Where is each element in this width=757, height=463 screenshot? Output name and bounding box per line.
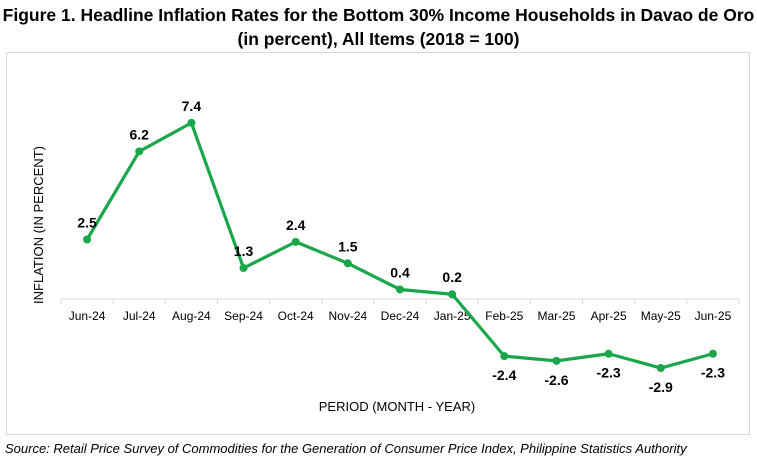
x-tick-label: May-25 xyxy=(641,309,681,323)
data-label: 2.4 xyxy=(286,217,306,233)
data-point xyxy=(552,356,561,365)
data-label: 1.3 xyxy=(234,243,254,259)
source-note: Source: Retail Price Survey of Commoditi… xyxy=(5,441,687,456)
data-label: -2.4 xyxy=(492,367,516,383)
data-label: 7.4 xyxy=(182,98,202,114)
x-tick-label: Jan-25 xyxy=(434,309,471,323)
x-tick-label: Apr-25 xyxy=(591,309,627,323)
data-label: 0.2 xyxy=(442,269,462,285)
data-point xyxy=(708,349,717,358)
data-point xyxy=(291,237,300,246)
data-point xyxy=(187,118,196,127)
data-label: 6.2 xyxy=(129,126,149,142)
data-point xyxy=(604,349,613,358)
data-label: -2.9 xyxy=(649,379,673,395)
data-point xyxy=(83,235,92,244)
data-label: -2.6 xyxy=(544,372,568,388)
data-label: -2.3 xyxy=(597,365,621,381)
data-point xyxy=(135,147,144,156)
x-tick-label: Jun-25 xyxy=(695,309,732,323)
y-axis-label: INFLATION (IN PERCENT) xyxy=(31,146,46,304)
chart-title: Figure 1. Headline Inflation Rates for t… xyxy=(2,5,755,49)
data-labels: 2.5 6.2 7.4 1.3 2.4 1.5 0.4 0.2 -2.4 -2.6 -2.3 -2.9… xyxy=(77,98,725,395)
line-chart: Jun-24 Jul-24 Aug-24 Sep-24 Oct-24 Nov-24 Dec-… xyxy=(31,98,740,414)
x-tick-label: Aug-24 xyxy=(172,309,211,323)
series-polyline xyxy=(85,121,715,370)
x-tick-label: Nov-24 xyxy=(329,309,368,323)
series-line xyxy=(85,121,715,370)
data-point xyxy=(343,259,352,268)
data-point xyxy=(448,290,457,299)
data-label: -2.3 xyxy=(701,365,725,381)
data-label: 0.4 xyxy=(390,264,410,280)
x-tick-label: Jul-24 xyxy=(123,309,156,323)
x-axis xyxy=(60,298,740,304)
series-points xyxy=(83,118,717,373)
x-axis-label: PERIOD (MONTH - YEAR) xyxy=(319,399,476,414)
data-point xyxy=(500,352,509,361)
x-tick-label: Oct-24 xyxy=(278,309,314,323)
x-tick-label: Sep-24 xyxy=(224,309,263,323)
x-tick-label: Feb-25 xyxy=(485,309,523,323)
x-tick-label: Dec-24 xyxy=(381,309,420,323)
data-label: 2.5 xyxy=(77,215,97,231)
x-tick-labels: Jun-24 Jul-24 Aug-24 Sep-24 Oct-24 Nov-24 Dec-… xyxy=(69,309,732,323)
data-point xyxy=(239,264,248,273)
data-point xyxy=(396,285,404,294)
data-label: 1.5 xyxy=(338,238,358,254)
x-tick-label: Jun-24 xyxy=(69,309,106,323)
chart-area: Jun-24 Jul-24 Aug-24 Sep-24 Oct-24 Nov-24 Dec-… xyxy=(6,52,750,435)
x-tick-label: Mar-25 xyxy=(537,309,575,323)
data-point xyxy=(656,364,665,373)
